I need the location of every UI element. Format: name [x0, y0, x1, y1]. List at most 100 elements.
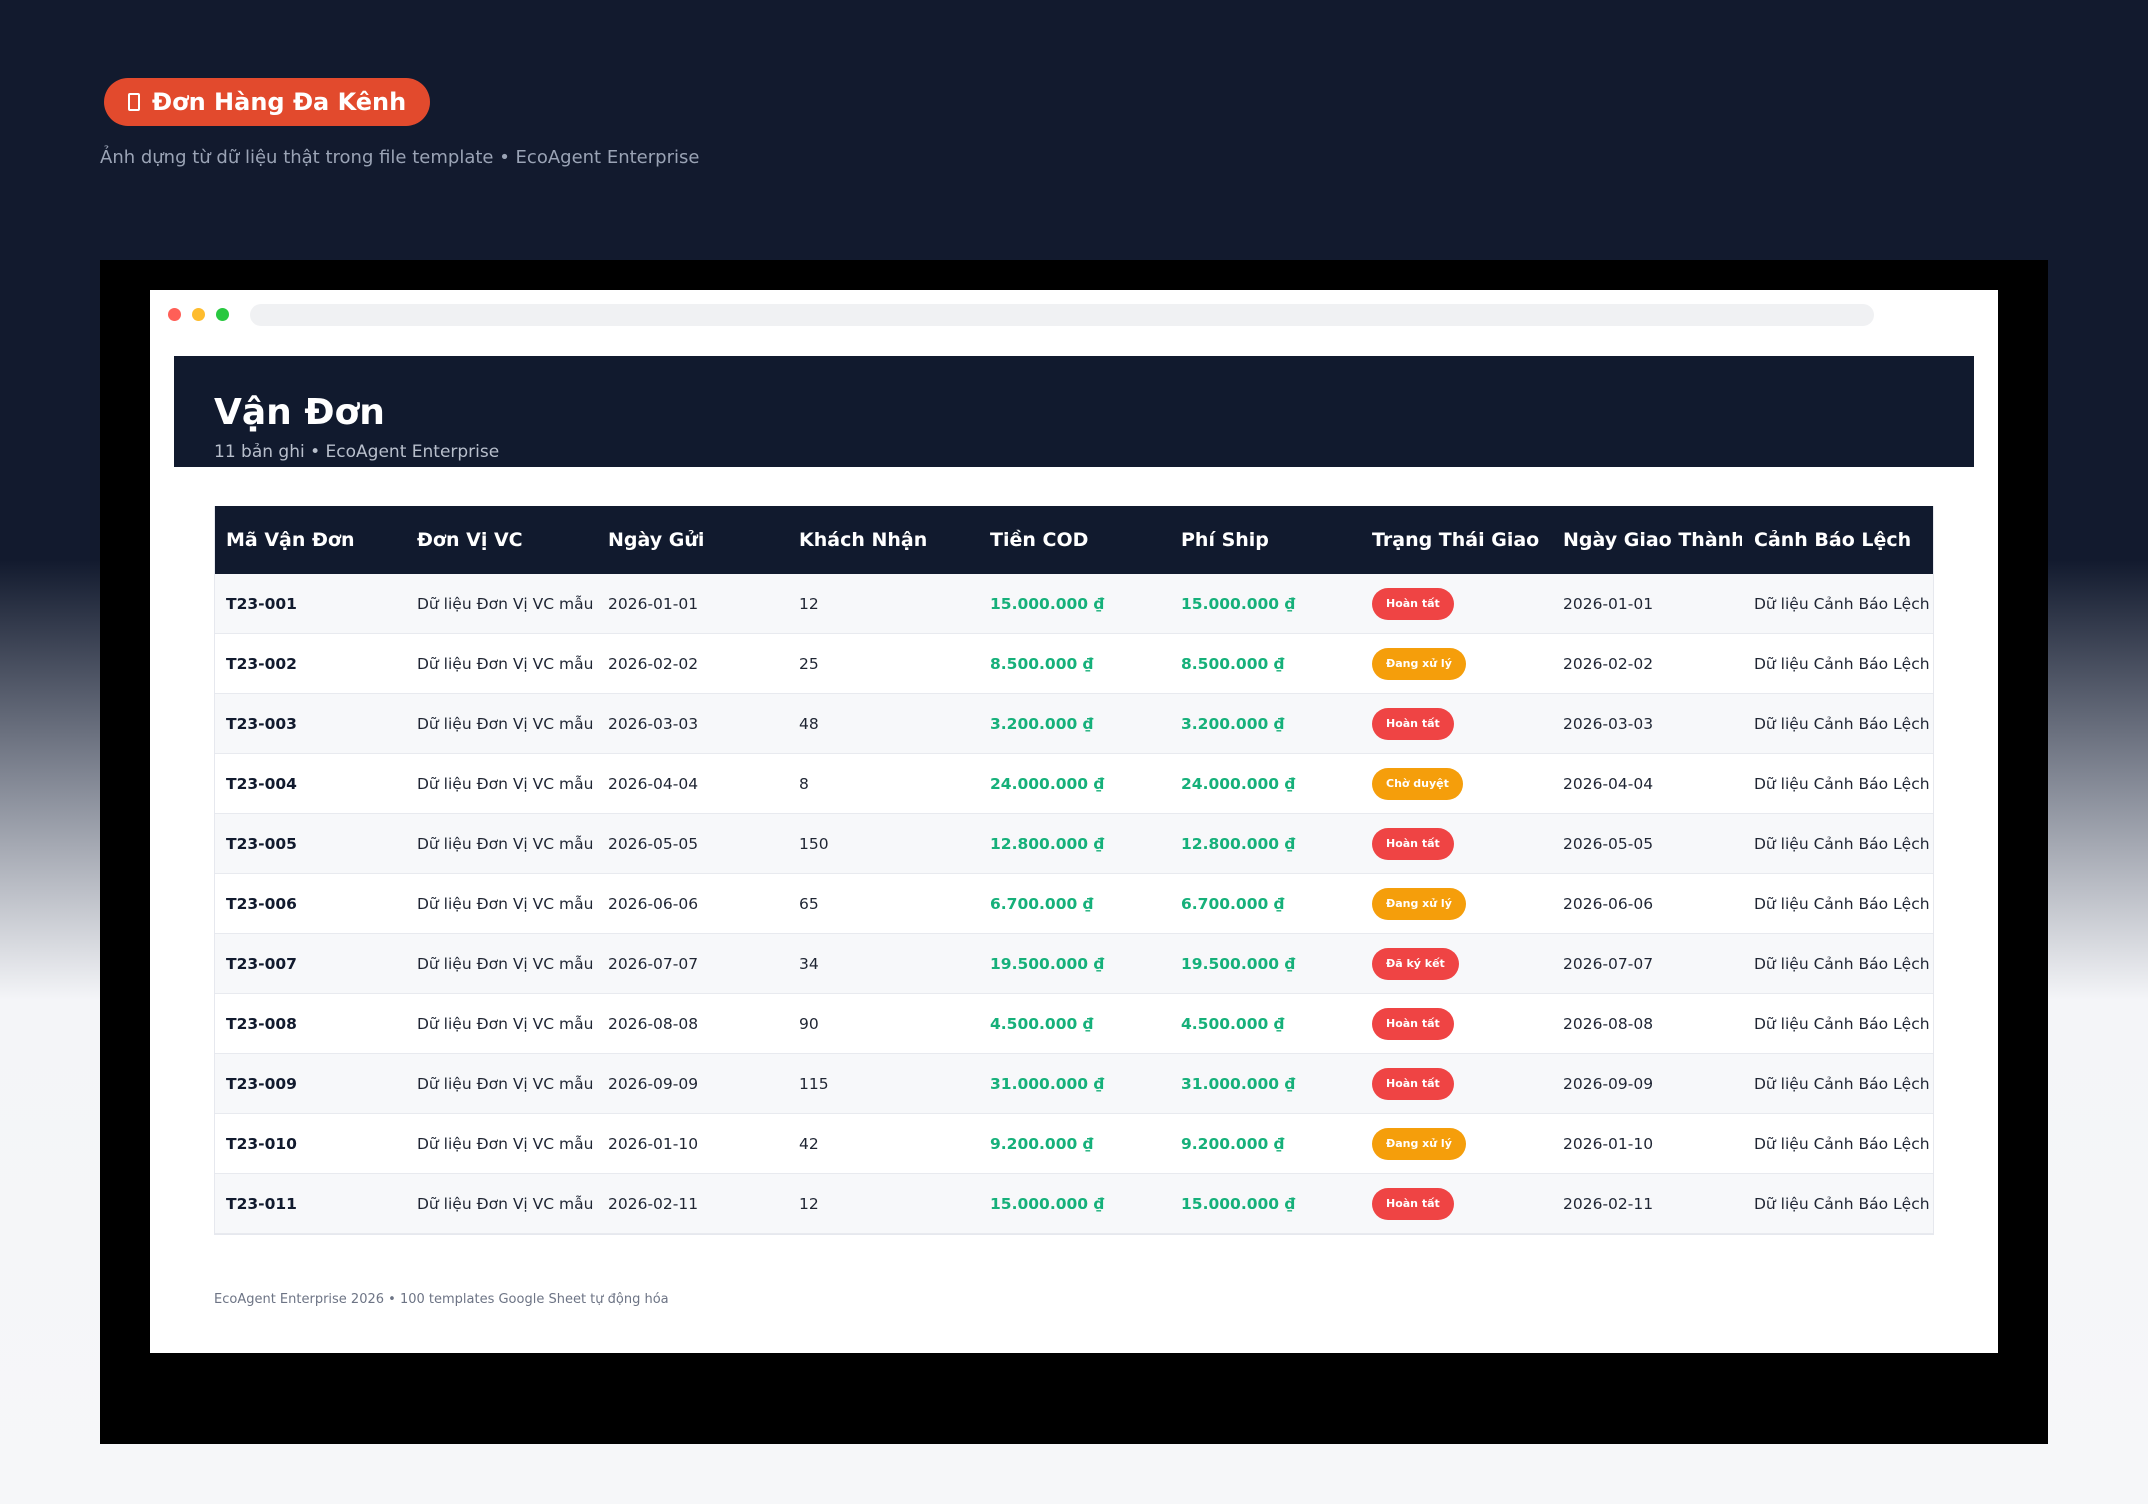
carrier-cell[interactable]: Dữ liệu Đơn Vị VC mẫu 7 [405, 933, 596, 994]
sent-date-cell[interactable]: 2026-03-03 [596, 693, 787, 754]
status-cell[interactable]: Đã ký kết [1360, 933, 1551, 994]
shipping-fee-cell[interactable]: 31.000.000 ₫ [1169, 1053, 1360, 1114]
code-cell[interactable]: T23-010 [215, 1113, 405, 1174]
shipping-fee-cell[interactable]: 8.500.000 ₫ [1169, 633, 1360, 694]
warning-cell[interactable]: Dữ liệu Cảnh Báo Lệch mẫ [1742, 753, 1933, 814]
delivered-date-cell[interactable]: 2026-02-11 [1551, 1173, 1742, 1234]
delivered-date-cell[interactable]: 2026-03-03 [1551, 693, 1742, 754]
carrier-cell[interactable]: Dữ liệu Đơn Vị VC mẫu 5 [405, 813, 596, 874]
code-cell[interactable]: T23-006 [215, 873, 405, 934]
cod-amount-cell[interactable]: 24.000.000 ₫ [978, 753, 1169, 814]
status-cell[interactable]: Đang xử lý [1360, 633, 1551, 694]
sent-date-cell[interactable]: 2026-02-11 [596, 1173, 787, 1234]
table-row[interactable]: T23-001 Dữ liệu Đơn Vị VC mẫu 1 2026-01-01… [215, 574, 1933, 634]
cod-amount-cell[interactable]: 15.000.000 ₫ [978, 574, 1169, 634]
receiver-cell[interactable]: 42 [787, 1113, 978, 1174]
status-cell[interactable]: Hoàn tất [1360, 993, 1551, 1054]
column-header[interactable]: Đơn Vị VC [405, 506, 596, 574]
receiver-cell[interactable]: 48 [787, 693, 978, 754]
sent-date-cell[interactable]: 2026-04-04 [596, 753, 787, 814]
address-bar[interactable] [250, 304, 1874, 326]
table-row[interactable]: T23-008 Dữ liệu Đơn Vị VC mẫu 8 2026-08-08… [215, 993, 1933, 1054]
delivered-date-cell[interactable]: 2026-01-10 [1551, 1113, 1742, 1174]
column-header[interactable]: Trạng Thái Giao [1360, 506, 1551, 574]
carrier-cell[interactable]: Dữ liệu Đơn Vị VC mẫu 9 [405, 1053, 596, 1114]
shipping-fee-cell[interactable]: 9.200.000 ₫ [1169, 1113, 1360, 1174]
warning-cell[interactable]: Dữ liệu Cảnh Báo Lệch mẫ [1742, 1113, 1933, 1174]
maximize-dot[interactable] [216, 308, 229, 321]
carrier-cell[interactable]: Dữ liệu Đơn Vị VC mẫu 11 [405, 1173, 596, 1234]
table-row[interactable]: T23-009 Dữ liệu Đơn Vị VC mẫu 9 2026-09-09… [215, 1053, 1933, 1114]
sent-date-cell[interactable]: 2026-01-10 [596, 1113, 787, 1174]
table-row[interactable]: T23-004 Dữ liệu Đơn Vị VC mẫu 4 2026-04-04… [215, 753, 1933, 814]
table-row[interactable]: T23-002 Dữ liệu Đơn Vị VC mẫu 2 2026-02-02… [215, 633, 1933, 694]
receiver-cell[interactable]: 8 [787, 753, 978, 814]
sent-date-cell[interactable]: 2026-08-08 [596, 993, 787, 1054]
minimize-dot[interactable] [192, 308, 205, 321]
carrier-cell[interactable]: Dữ liệu Đơn Vị VC mẫu 4 [405, 753, 596, 814]
sent-date-cell[interactable]: 2026-06-06 [596, 873, 787, 934]
delivered-date-cell[interactable]: 2026-06-06 [1551, 873, 1742, 934]
sent-date-cell[interactable]: 2026-05-05 [596, 813, 787, 874]
status-cell[interactable]: Chờ duyệt [1360, 753, 1551, 814]
receiver-cell[interactable]: 150 [787, 813, 978, 874]
delivered-date-cell[interactable]: 2026-04-04 [1551, 753, 1742, 814]
shipping-fee-cell[interactable]: 15.000.000 ₫ [1169, 574, 1360, 634]
delivered-date-cell[interactable]: 2026-01-01 [1551, 574, 1742, 634]
code-cell[interactable]: T23-008 [215, 993, 405, 1054]
column-header[interactable]: Ngày Gửi [596, 506, 787, 574]
shipping-fee-cell[interactable]: 12.800.000 ₫ [1169, 813, 1360, 874]
warning-cell[interactable]: Dữ liệu Cảnh Báo Lệch mẫ [1742, 933, 1933, 994]
column-header[interactable]: Phí Ship [1169, 506, 1360, 574]
warning-cell[interactable]: Dữ liệu Cảnh Báo Lệch mẫ [1742, 1173, 1933, 1234]
status-cell[interactable]: Hoàn tất [1360, 1173, 1551, 1234]
shipping-fee-cell[interactable]: 19.500.000 ₫ [1169, 933, 1360, 994]
receiver-cell[interactable]: 12 [787, 574, 978, 634]
code-cell[interactable]: T23-003 [215, 693, 405, 754]
code-cell[interactable]: T23-001 [215, 574, 405, 634]
receiver-cell[interactable]: 65 [787, 873, 978, 934]
code-cell[interactable]: T23-009 [215, 1053, 405, 1114]
close-dot[interactable] [168, 308, 181, 321]
status-cell[interactable]: Hoàn tất [1360, 574, 1551, 634]
cod-amount-cell[interactable]: 19.500.000 ₫ [978, 933, 1169, 994]
carrier-cell[interactable]: Dữ liệu Đơn Vị VC mẫu 6 [405, 873, 596, 934]
carrier-cell[interactable]: Dữ liệu Đơn Vị VC mẫu 3 [405, 693, 596, 754]
shipping-fee-cell[interactable]: 6.700.000 ₫ [1169, 873, 1360, 934]
cod-amount-cell[interactable]: 15.000.000 ₫ [978, 1173, 1169, 1234]
code-cell[interactable]: T23-004 [215, 753, 405, 814]
receiver-cell[interactable]: 34 [787, 933, 978, 994]
delivered-date-cell[interactable]: 2026-05-05 [1551, 813, 1742, 874]
carrier-cell[interactable]: Dữ liệu Đơn Vị VC mẫu 8 [405, 993, 596, 1054]
carrier-cell[interactable]: Dữ liệu Đơn Vị VC mẫu 2 [405, 633, 596, 694]
cod-amount-cell[interactable]: 31.000.000 ₫ [978, 1053, 1169, 1114]
warning-cell[interactable]: Dữ liệu Cảnh Báo Lệch mẫ [1742, 574, 1933, 634]
status-cell[interactable]: Đang xử lý [1360, 1113, 1551, 1174]
delivered-date-cell[interactable]: 2026-09-09 [1551, 1053, 1742, 1114]
status-cell[interactable]: Hoàn tất [1360, 1053, 1551, 1114]
carrier-cell[interactable]: Dữ liệu Đơn Vị VC mẫu 1 [405, 574, 596, 634]
column-header[interactable]: Cảnh Báo Lệch [1742, 506, 1933, 574]
receiver-cell[interactable]: 115 [787, 1053, 978, 1114]
shipping-fee-cell[interactable]: 3.200.000 ₫ [1169, 693, 1360, 754]
cod-amount-cell[interactable]: 8.500.000 ₫ [978, 633, 1169, 694]
column-header[interactable]: Tiền COD [978, 506, 1169, 574]
receiver-cell[interactable]: 90 [787, 993, 978, 1054]
code-cell[interactable]: T23-005 [215, 813, 405, 874]
sent-date-cell[interactable]: 2026-07-07 [596, 933, 787, 994]
sent-date-cell[interactable]: 2026-01-01 [596, 574, 787, 634]
status-cell[interactable]: Hoàn tất [1360, 693, 1551, 754]
code-cell[interactable]: T23-002 [215, 633, 405, 694]
warning-cell[interactable]: Dữ liệu Cảnh Báo Lệch mẫ [1742, 1053, 1933, 1114]
status-cell[interactable]: Đang xử lý [1360, 873, 1551, 934]
cod-amount-cell[interactable]: 4.500.000 ₫ [978, 993, 1169, 1054]
cod-amount-cell[interactable]: 12.800.000 ₫ [978, 813, 1169, 874]
shipping-fee-cell[interactable]: 4.500.000 ₫ [1169, 993, 1360, 1054]
cod-amount-cell[interactable]: 9.200.000 ₫ [978, 1113, 1169, 1174]
sent-date-cell[interactable]: 2026-02-02 [596, 633, 787, 694]
status-cell[interactable]: Hoàn tất [1360, 813, 1551, 874]
warning-cell[interactable]: Dữ liệu Cảnh Báo Lệch mẫ [1742, 633, 1933, 694]
cod-amount-cell[interactable]: 3.200.000 ₫ [978, 693, 1169, 754]
